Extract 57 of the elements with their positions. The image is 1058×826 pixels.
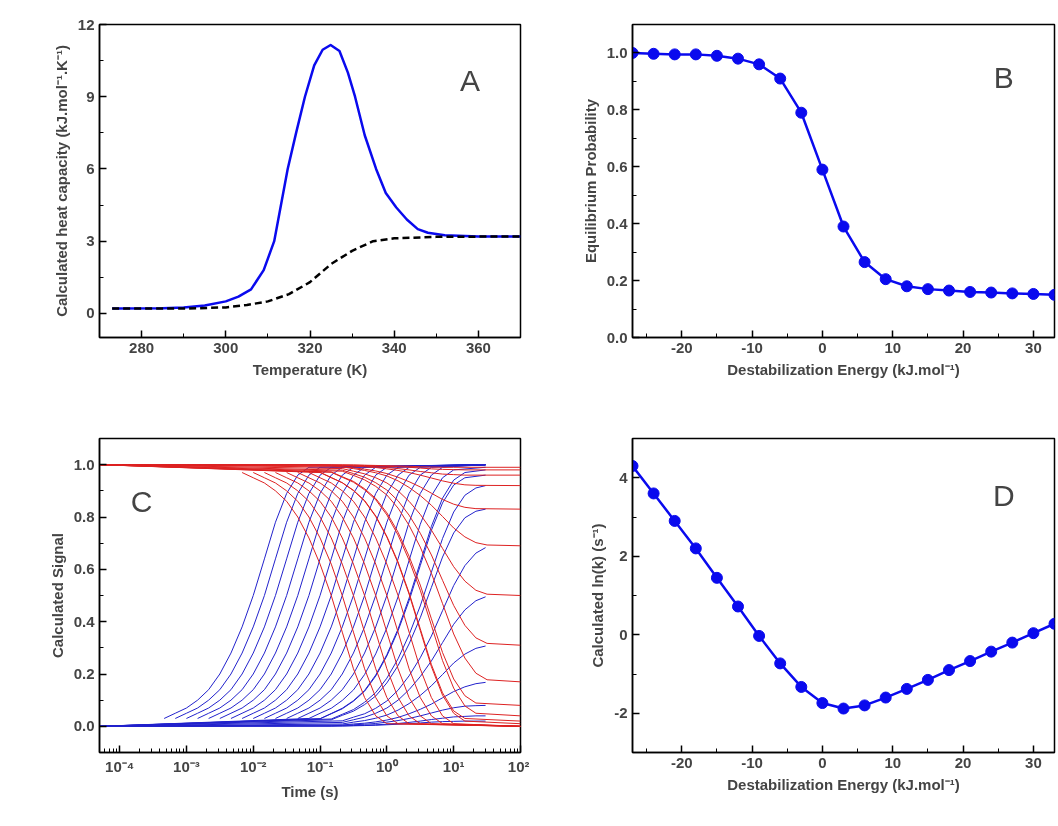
x-tick-label: 30 — [1025, 338, 1042, 356]
y-tick-label: 3 — [86, 232, 95, 250]
y-tick-label: 0.8 — [606, 100, 628, 118]
y-tick-label: 0.0 — [73, 717, 95, 735]
y-axis-title: Calculated Signal — [48, 532, 66, 659]
x-tick-label: 10² — [507, 757, 530, 775]
x-axis-title: Destabilization Energy (kJ.mol⁻¹) — [727, 775, 960, 793]
x-tick-label: 10⁻³ — [173, 757, 200, 775]
y-tick-label: 0.2 — [73, 665, 95, 682]
annotation: C — [130, 484, 153, 518]
x-tick-label: 10⁻¹ — [306, 757, 334, 775]
x-tick-label: 30 — [1025, 753, 1042, 771]
y-tick-label: 1.0 — [73, 455, 95, 473]
y-tick-label: 1.0 — [606, 43, 628, 61]
y-tick-label: 4 — [619, 468, 629, 486]
y-tick-label: 0.6 — [73, 560, 95, 578]
y-tick-label: 0.6 — [606, 157, 628, 175]
x-tick-label: 20 — [954, 753, 972, 771]
x-tick-label: 10 — [884, 338, 902, 356]
x-axis-title: Time (s) — [281, 782, 339, 800]
x-tick-label: -20 — [670, 338, 693, 356]
x-tick-label: 0 — [818, 338, 827, 356]
y-axis-title: Equilibrium Probability — [581, 98, 599, 264]
x-tick-label: 10 — [884, 753, 902, 771]
x-tick-label: 10⁻⁴ — [105, 757, 135, 775]
y-tick-label: 0.8 — [73, 508, 95, 525]
y-tick-label: -2 — [614, 704, 628, 722]
x-tick-label: 10¹ — [442, 757, 465, 775]
y-tick-label: 0.0 — [606, 328, 628, 346]
x-axis-title: Temperature (K) — [252, 360, 368, 378]
y-axis-title: Calculated ln(k) (s⁻¹) — [589, 523, 607, 668]
x-tick-label: 360 — [465, 338, 491, 356]
x-tick-label: 20 — [954, 338, 972, 356]
x-tick-label: 280 — [129, 338, 155, 356]
x-tick-label: 340 — [381, 338, 407, 356]
y-tick-label: 12 — [77, 15, 95, 33]
y-tick-label: 9 — [86, 87, 95, 105]
y-tick-label: 0 — [619, 625, 628, 643]
y-tick-label: 0.4 — [73, 612, 96, 630]
annotation: D — [993, 478, 1015, 512]
x-tick-label: 10⁰ — [376, 757, 399, 775]
y-tick-label: 0.4 — [606, 214, 629, 232]
annotation: B — [993, 61, 1014, 95]
y-tick-label: 6 — [86, 159, 95, 177]
x-tick-label: -10 — [741, 753, 763, 771]
y-tick-label: 2 — [619, 547, 628, 565]
x-axis-title: Destabilization Energy (kJ.mol⁻¹) — [727, 360, 960, 378]
x-tick-label: -20 — [670, 753, 693, 771]
x-tick-label: -10 — [741, 338, 763, 356]
x-tick-label: 320 — [297, 338, 323, 356]
x-tick-label: 300 — [213, 338, 239, 356]
x-tick-label: 0 — [818, 753, 827, 771]
annotation: A — [459, 64, 480, 98]
x-tick-label: 10⁻² — [239, 757, 267, 775]
y-tick-label: 0.2 — [606, 271, 628, 289]
y-tick-label: 0 — [86, 304, 95, 322]
y-axis-title: Calculated heat capacity (kJ.mol⁻¹.K⁻¹) — [52, 45, 70, 317]
